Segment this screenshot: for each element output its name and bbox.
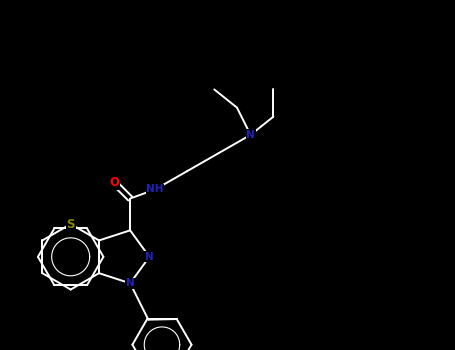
Text: NH: NH [147,184,164,195]
Text: O: O [109,176,119,189]
Text: N: N [126,278,135,288]
Text: N: N [246,130,255,140]
Text: S: S [66,218,75,231]
Text: N: N [145,252,154,262]
